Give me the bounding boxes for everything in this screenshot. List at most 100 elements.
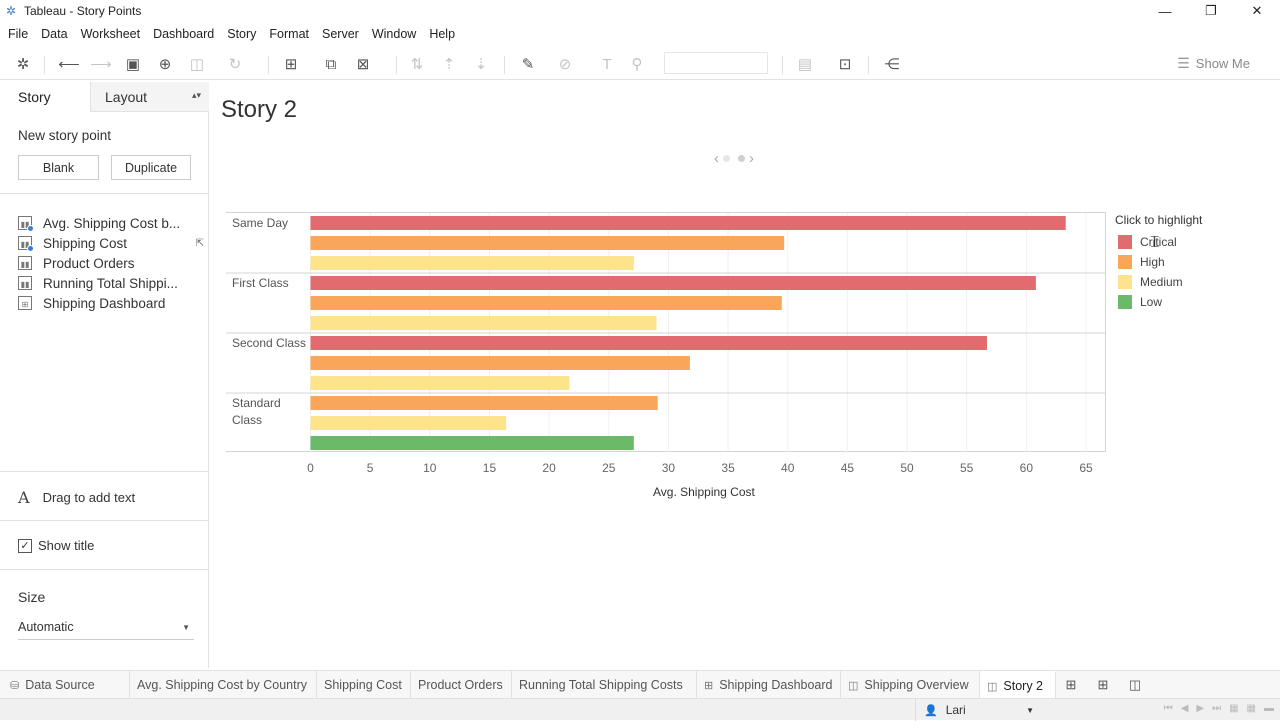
menu-story[interactable]: Story [227,27,257,41]
new-worksheet-icon[interactable]: ⊞ [1065,677,1077,692]
fit-icon[interactable]: ▤ [797,56,813,73]
tableau-home-icon[interactable]: ✲ [16,56,30,73]
refresh-icon[interactable]: ↻ [228,56,242,73]
show-tabs-icon[interactable]: ▬ [1264,703,1274,714]
presentation-mode-icon[interactable]: ⊡ [838,56,852,73]
toolbar: ✲ ⟵ ⟶ ▣ ⊕ ◫ ↻ ⊞ ⧉ ⊠ ⇅ ⇡ ⇣ ✎ ⊘ T ⚲ ▤ ⊡ ⋲ [0,48,1280,80]
show-title-toggle[interactable]: ✓ Show title [18,538,94,553]
pause-updates-icon[interactable]: ◫ [189,56,205,73]
undo-icon[interactable]: ⟵ [58,56,80,73]
legend: Click to highlight Critical High Medium Low [1115,213,1202,312]
share-icon[interactable]: ⋲ [884,56,900,73]
bar[interactable] [310,436,634,450]
tab-dashboard[interactable]: ⊞ Shipping Dashboard [697,671,841,699]
maximize-button[interactable]: ❐ [1205,3,1217,18]
bar[interactable] [310,376,570,390]
swap-axes-icon[interactable]: ⇅ [410,56,424,73]
open-sheet-icon[interactable]: ⇱ [195,237,204,249]
redo-icon[interactable]: ⟶ [90,56,112,73]
sort-descending-icon[interactable]: ⇣ [474,56,488,73]
sheet-list-item[interactable]: ⊞ Shipping Dashboard [18,293,208,313]
show-filmstrip-icon[interactable]: ▦ [1229,703,1239,714]
tab-sheet[interactable]: Product Orders [411,671,512,699]
tab-label: Shipping Cost [324,678,402,692]
bar[interactable] [310,316,657,330]
clear-sheet-icon[interactable]: ⊠ [356,56,370,73]
sheet-list-item[interactable]: ▮▮ Shipping Cost ⇱ [18,233,208,253]
new-story-icon[interactable]: ◫ [1128,677,1142,692]
bar[interactable] [310,416,507,430]
menu-worksheet[interactable]: Worksheet [80,27,141,41]
sheet-list-item[interactable]: ▮▮ Product Orders [18,253,208,273]
drag-text-label: Drag to add text [42,490,136,505]
blank-button[interactable]: Blank [18,155,99,180]
group-icon[interactable]: ⊘ [558,56,572,73]
menu-file[interactable]: File [8,27,29,41]
tab-data-source[interactable]: ⛁ Data Source [0,671,130,699]
sheet-list-item[interactable]: ▮▮ Avg. Shipping Cost b... [18,213,208,233]
bar[interactable] [310,396,658,410]
previous-point-icon[interactable]: ‹ [714,150,719,167]
size-dropdown[interactable]: Automatic ▼ [18,620,194,640]
close-button[interactable]: ✕ [1251,3,1263,18]
menu-format[interactable]: Format [269,27,310,41]
legend-item[interactable]: Medium [1115,272,1202,292]
sheet-list-item[interactable]: ▮▮ Running Total Shippi... [18,273,208,293]
user-menu[interactable]: 👤 Lari ▼ [915,699,1040,721]
prev-sheet-icon[interactable]: ◀ [1180,703,1189,714]
drag-text-object[interactable]: A Drag to add text [18,488,135,507]
bar[interactable] [310,236,785,250]
duplicate-button[interactable]: Duplicate [111,155,191,180]
last-sheet-icon[interactable]: ⏭ [1212,703,1222,714]
minimize-button[interactable]: — [1158,3,1172,19]
menu-server[interactable]: Server [322,27,359,41]
legend-item[interactable]: Low [1115,292,1202,312]
menu-data[interactable]: Data [41,27,68,41]
user-name: Lari [945,703,966,717]
tab-sheet[interactable]: Shipping Cost [317,671,411,699]
bar[interactable] [310,356,690,370]
sort-ascending-icon[interactable]: ⇡ [442,56,456,73]
save-icon[interactable]: ▣ [125,56,141,73]
new-dashboard-icon[interactable]: ⊞ [1097,677,1109,692]
show-me-button[interactable]: ☰ Show Me [1177,55,1250,72]
next-point-icon[interactable]: › [749,150,754,167]
legend-item[interactable]: Critical [1115,232,1202,252]
bar[interactable] [310,256,634,270]
sheet-list-label: Avg. Shipping Cost b... [43,215,181,231]
tab-label: Story 2 [1003,679,1044,693]
story-title[interactable]: Story 2 [221,96,298,123]
bar[interactable] [310,216,1066,230]
tab-story[interactable]: ◫ Shipping Overview [841,671,980,699]
tab-story-active[interactable]: ◫ Story 2 [980,671,1056,699]
new-data-source-icon[interactable]: ⊕ [158,56,172,73]
fix-axes-icon[interactable]: ⚲ [631,56,643,73]
tab-label: Data Source [25,678,95,692]
show-sheet-sorter-icon[interactable]: ▦ [1246,703,1256,714]
tab-story[interactable]: Story [18,89,51,105]
tab-sheet[interactable]: Running Total Shipping Costs [512,671,697,699]
tab-layout[interactable]: Layout ▴▾ [90,82,209,112]
bar[interactable] [310,296,782,310]
sheet-list-label: Product Orders [43,255,135,271]
category-label: Same Day [232,216,288,230]
story-point-dot[interactable] [738,155,745,162]
dashboard-icon: ⊞ [18,296,32,310]
show-title-checkbox[interactable]: ✓ [18,538,32,553]
menu-dashboard[interactable]: Dashboard [153,27,215,41]
highlight-icon[interactable]: ✎ [521,56,535,73]
bar[interactable] [310,276,1036,290]
next-sheet-icon[interactable]: ▶ [1196,703,1205,714]
menu-window[interactable]: Window [371,27,417,41]
tab-sheet[interactable]: Avg. Shipping Cost by Country [130,671,317,699]
first-sheet-icon[interactable]: ⏮ [1163,703,1173,714]
duplicate-sheet-icon[interactable]: ⧉ [325,55,337,73]
bar[interactable] [310,336,987,350]
menu-help[interactable]: Help [429,27,456,41]
new-worksheet-icon[interactable]: ⊞ [284,56,298,73]
legend-swatch [1118,275,1132,289]
story-point-dot[interactable] [723,155,730,162]
legend-item[interactable]: High [1115,252,1202,272]
show-labels-icon[interactable]: T [602,55,612,73]
fit-dropdown[interactable] [664,52,768,74]
